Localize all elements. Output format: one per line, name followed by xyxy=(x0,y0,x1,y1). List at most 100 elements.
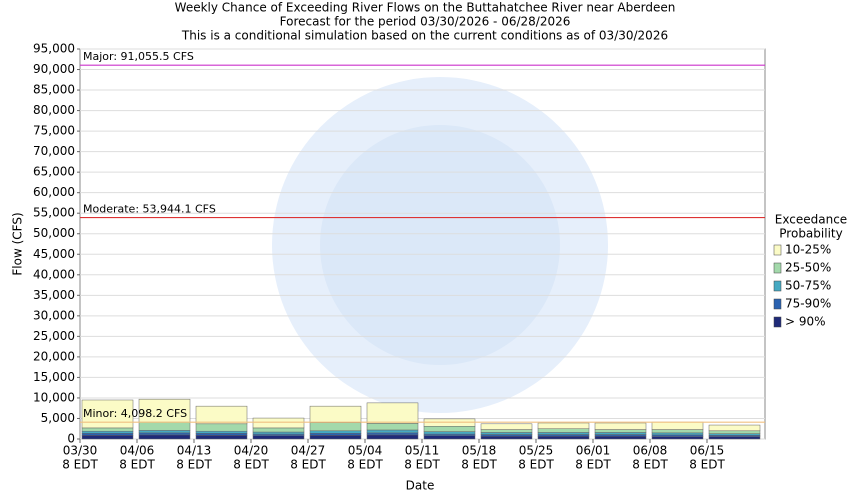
bar-segment xyxy=(423,431,476,435)
bar-segment xyxy=(195,405,248,425)
legend-swatch xyxy=(773,280,782,292)
chart-title: This is a conditional simulation based o… xyxy=(181,29,668,43)
x-tick-label: 06/01 xyxy=(576,444,611,458)
threshold-label: Moderate: 53,944.1 CFS xyxy=(83,203,216,216)
y-tick-label: 30,000 xyxy=(33,308,75,322)
x-tick-label: 8 EDT xyxy=(632,458,668,472)
x-tick-label: 8 EDT xyxy=(233,458,269,472)
legend-label: 25-50% xyxy=(785,261,831,275)
chart-title: Weekly Chance of Exceeding River Flows o… xyxy=(175,1,676,15)
bar-segment xyxy=(138,421,191,431)
y-tick-label: 15,000 xyxy=(33,370,75,384)
y-tick-label: 85,000 xyxy=(33,83,75,97)
bar-segment xyxy=(309,422,362,432)
bar-segment xyxy=(366,432,419,436)
x-tick-label: 8 EDT xyxy=(62,458,98,472)
bar-segment xyxy=(594,435,647,440)
chart-title: Forecast for the period 03/30/2026 - 06/… xyxy=(280,15,571,29)
y-tick-label: 75,000 xyxy=(33,124,75,138)
y-tick-label: 5,000 xyxy=(41,411,75,425)
bar-segment xyxy=(252,417,305,429)
bar-segment xyxy=(366,402,419,424)
x-tick-label: 05/04 xyxy=(348,444,383,458)
bar-segment xyxy=(252,427,305,433)
legend-title: Probability xyxy=(779,227,842,241)
bar-segment xyxy=(480,423,533,430)
bar-segment xyxy=(594,422,647,430)
bar-segment xyxy=(480,429,533,433)
x-tick-label: 04/06 xyxy=(120,444,155,458)
bar-segment xyxy=(537,432,590,435)
bar-segment xyxy=(651,429,704,434)
bar-segment xyxy=(252,435,305,440)
bar-segment xyxy=(366,434,419,440)
legend-label: > 90% xyxy=(785,315,826,329)
y-tick-label: 55,000 xyxy=(33,206,75,220)
bar-segment xyxy=(651,432,704,436)
y-tick-label: 25,000 xyxy=(33,329,75,343)
y-tick-label: 40,000 xyxy=(33,267,75,281)
legend-swatch xyxy=(773,316,782,328)
x-tick-label: 8 EDT xyxy=(518,458,554,472)
y-tick-label: 45,000 xyxy=(33,247,75,261)
x-tick-label: 06/08 xyxy=(633,444,668,458)
bar-segment xyxy=(309,430,362,434)
bar-segment xyxy=(708,424,761,432)
x-tick-label: 8 EDT xyxy=(575,458,611,472)
x-tick-label: 06/15 xyxy=(690,444,725,458)
x-tick-label: 05/18 xyxy=(462,444,497,458)
bar-segment xyxy=(708,436,761,440)
bar-segment xyxy=(651,436,704,440)
x-tick-label: 04/20 xyxy=(234,444,269,458)
x-tick-label: 8 EDT xyxy=(176,458,212,472)
x-tick-label: 8 EDT xyxy=(119,458,155,472)
y-tick-label: 60,000 xyxy=(33,185,75,199)
bar-segment xyxy=(81,435,134,440)
x-tick-label: 05/25 xyxy=(519,444,554,458)
bar-segment xyxy=(537,435,590,440)
bar-segment xyxy=(81,433,134,436)
legend-swatch xyxy=(773,298,782,310)
bar-segment xyxy=(195,433,248,436)
y-tick-label: 70,000 xyxy=(33,144,75,158)
bar-segment xyxy=(138,430,191,434)
y-tick-label: 80,000 xyxy=(33,103,75,117)
y-tick-label: 95,000 xyxy=(33,42,75,56)
y-tick-label: 0 xyxy=(67,432,75,446)
bar-segment xyxy=(81,399,134,429)
bar-segment xyxy=(309,435,362,440)
x-tick-label: 8 EDT xyxy=(290,458,326,472)
legend-title: Exceedance xyxy=(775,213,847,227)
y-tick-label: 10,000 xyxy=(33,390,75,404)
bar-segment xyxy=(195,423,248,432)
bar-segment xyxy=(195,430,248,434)
y-tick-label: 20,000 xyxy=(33,349,75,363)
x-tick-label: 03/30 xyxy=(63,444,98,458)
legend-swatch xyxy=(773,262,782,274)
x-axis-label: Date xyxy=(406,479,435,493)
x-tick-label: 8 EDT xyxy=(689,458,725,472)
threshold-label: Major: 91,055.5 CFS xyxy=(83,50,194,63)
bar-segment xyxy=(594,432,647,435)
bar-segment xyxy=(708,430,761,434)
bar-segment xyxy=(81,430,134,434)
y-tick-label: 90,000 xyxy=(33,62,75,76)
y-tick-label: 50,000 xyxy=(33,226,75,240)
x-tick-label: 8 EDT xyxy=(347,458,383,472)
legend-label: 75-90% xyxy=(785,297,831,311)
bar-segment xyxy=(309,433,362,436)
x-tick-label: 04/13 xyxy=(177,444,212,458)
x-tick-label: 05/11 xyxy=(405,444,440,458)
y-axis-label: Flow (CFS) xyxy=(11,212,25,275)
bar-segment xyxy=(81,427,134,432)
legend-label: 50-75% xyxy=(785,279,831,293)
bar-segment xyxy=(366,429,419,434)
y-tick-label: 35,000 xyxy=(33,288,75,302)
x-tick-label: 8 EDT xyxy=(461,458,497,472)
bar-segment xyxy=(195,435,248,440)
legend-label: 10-25% xyxy=(785,243,831,257)
watermark-inner xyxy=(320,125,560,365)
bar-segment xyxy=(252,431,305,435)
bar-segment xyxy=(480,435,533,440)
